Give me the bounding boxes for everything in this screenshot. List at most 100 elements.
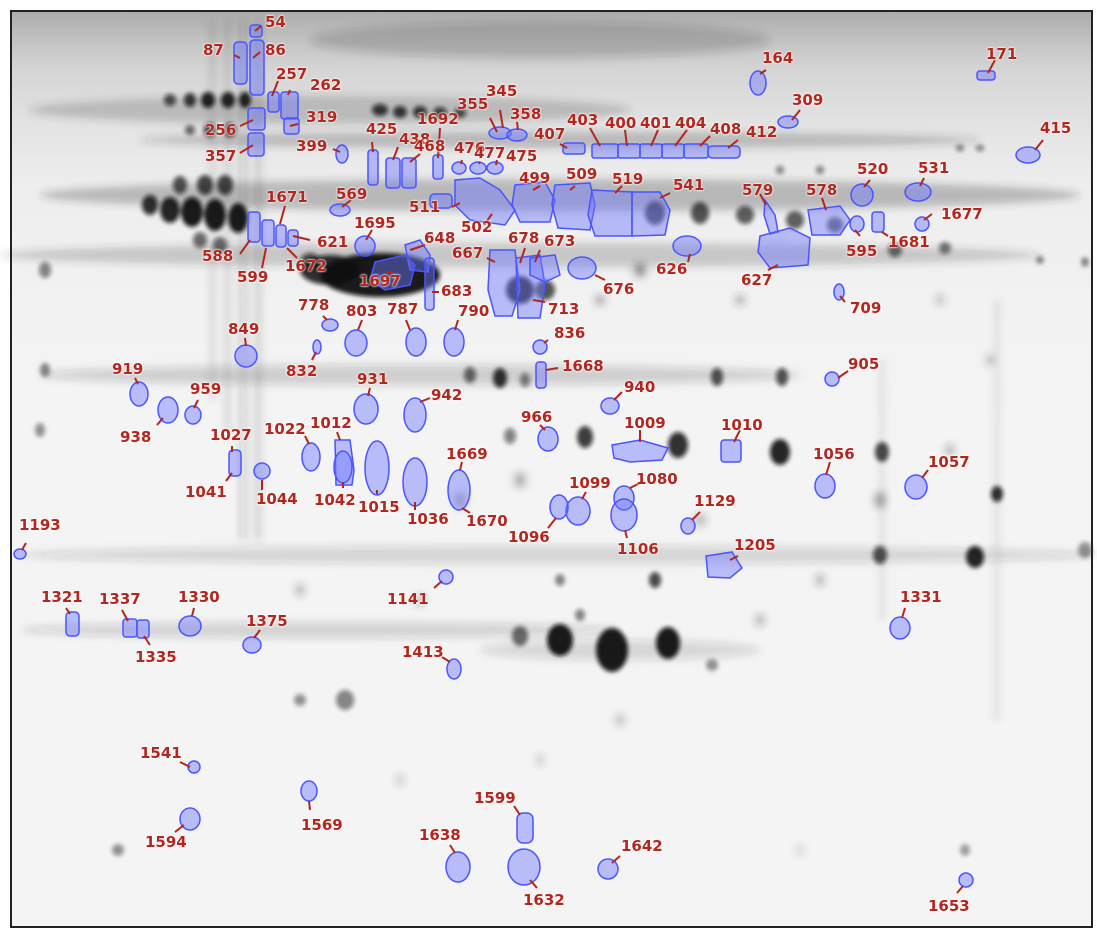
spot-label: 1594 xyxy=(145,833,187,851)
spot-label: 627 xyxy=(741,271,773,289)
spot-label: 942 xyxy=(431,386,463,404)
spot-label: 1129 xyxy=(694,492,736,510)
spot-label: 578 xyxy=(806,181,838,199)
spot-label: 1670 xyxy=(466,512,508,530)
spot-label: 519 xyxy=(612,170,644,188)
spot-label: 1653 xyxy=(928,897,970,915)
spot-label: 1638 xyxy=(419,826,461,844)
spot-label: 1541 xyxy=(140,744,182,762)
spot-label: 966 xyxy=(521,408,553,426)
spot-label: 836 xyxy=(554,324,586,342)
spot-label: 404 xyxy=(675,114,707,132)
spot-label: 1375 xyxy=(246,612,288,630)
spot-label: 319 xyxy=(306,108,338,126)
spot-label: 1692 xyxy=(417,110,459,128)
spot-label: 476 xyxy=(454,139,486,157)
spot-label: 787 xyxy=(387,300,419,318)
spot-label: 475 xyxy=(506,147,538,165)
spot-label: 1330 xyxy=(178,588,220,606)
spot-label: 673 xyxy=(544,232,576,250)
spot-label: 309 xyxy=(792,91,824,109)
spot-label: 1099 xyxy=(569,474,611,492)
spot-label: 358 xyxy=(510,105,542,123)
spot-label: 1672 xyxy=(285,257,327,275)
spot-label: 509 xyxy=(566,165,598,183)
spot-label: 1205 xyxy=(734,536,776,554)
spot-label: 1193 xyxy=(19,516,61,534)
spot-label: 1027 xyxy=(210,426,252,444)
spot-label: 1041 xyxy=(185,483,227,501)
spot-label: 357 xyxy=(205,147,237,165)
spot-label: 1056 xyxy=(813,445,855,463)
spot-label: 940 xyxy=(624,378,656,396)
spot-label: 499 xyxy=(519,169,551,187)
spot-label: 86 xyxy=(265,41,286,59)
spot-label: 579 xyxy=(742,181,774,199)
spot-label: 905 xyxy=(848,355,880,373)
spot-label: 1106 xyxy=(617,540,659,558)
spot-label: 262 xyxy=(310,76,342,94)
spot-label: 1671 xyxy=(266,188,308,206)
spot-label: 1022 xyxy=(264,420,306,438)
spot-label: 355 xyxy=(457,95,489,113)
gel-faint-spots xyxy=(295,263,994,855)
spot-label: 1044 xyxy=(256,490,298,508)
spot-label: 1413 xyxy=(402,643,444,661)
spot-label: 1010 xyxy=(721,416,763,434)
spot-label: 541 xyxy=(673,176,705,194)
spot-label: 415 xyxy=(1040,119,1072,137)
spot-label: 412 xyxy=(746,123,778,141)
spot-label: 1080 xyxy=(636,470,678,488)
spot-label: 1335 xyxy=(135,648,177,666)
spot-label: 588 xyxy=(202,247,234,265)
spot-label: 502 xyxy=(461,218,493,236)
spot-label: 54 xyxy=(265,13,286,31)
spot-label: 164 xyxy=(762,49,794,67)
spot-label: 1697 xyxy=(359,272,401,290)
spot-label: 919 xyxy=(112,360,144,378)
spot-label: 569 xyxy=(336,185,368,203)
spot-label: 403 xyxy=(567,111,599,129)
spot-label: 401 xyxy=(640,114,672,132)
spot-label: 1632 xyxy=(523,891,565,909)
spot-label: 931 xyxy=(357,370,389,388)
spot-label: 520 xyxy=(857,160,889,178)
spot-label: 1569 xyxy=(301,816,343,834)
spot-label: 683 xyxy=(441,282,473,300)
spot-label: 400 xyxy=(605,114,637,132)
spot-label: 1695 xyxy=(354,214,396,232)
spot-label: 678 xyxy=(508,229,540,247)
spot-label: 938 xyxy=(120,428,152,446)
spot-label: 1141 xyxy=(387,590,429,608)
spot-label: 438 xyxy=(399,130,431,148)
spot-label: 399 xyxy=(296,137,328,155)
spot-outlines xyxy=(13,24,1041,888)
spot-label: 1642 xyxy=(621,837,663,855)
spot-label: 257 xyxy=(276,65,308,83)
spot-label: 790 xyxy=(458,302,490,320)
spot-label: 511 xyxy=(409,198,441,216)
leader-lines xyxy=(21,25,1044,894)
spot-label: 171 xyxy=(986,45,1018,63)
spot-label: 1677 xyxy=(941,205,983,223)
spot-label: 1042 xyxy=(314,491,356,509)
spot-label: 648 xyxy=(424,229,456,247)
spot-label: 1321 xyxy=(41,588,83,606)
spot-label: 713 xyxy=(548,300,580,318)
spot-label: 1681 xyxy=(888,233,930,251)
spot-label: 477 xyxy=(474,144,506,162)
spot-label: 1012 xyxy=(310,414,352,432)
spot-label: 425 xyxy=(366,120,398,138)
spot-label: 1009 xyxy=(624,414,666,432)
spot-label: 709 xyxy=(850,299,882,317)
spot-label: 676 xyxy=(603,280,635,298)
spot-label: 849 xyxy=(228,320,260,338)
spot-label: 832 xyxy=(286,362,318,380)
spot-label: 1337 xyxy=(99,590,141,608)
spot-label: 1668 xyxy=(562,357,604,375)
spot-label: 595 xyxy=(846,242,878,260)
spot-label: 1015 xyxy=(358,498,400,516)
spot-label: 531 xyxy=(918,159,950,177)
spot-label: 667 xyxy=(452,244,484,262)
